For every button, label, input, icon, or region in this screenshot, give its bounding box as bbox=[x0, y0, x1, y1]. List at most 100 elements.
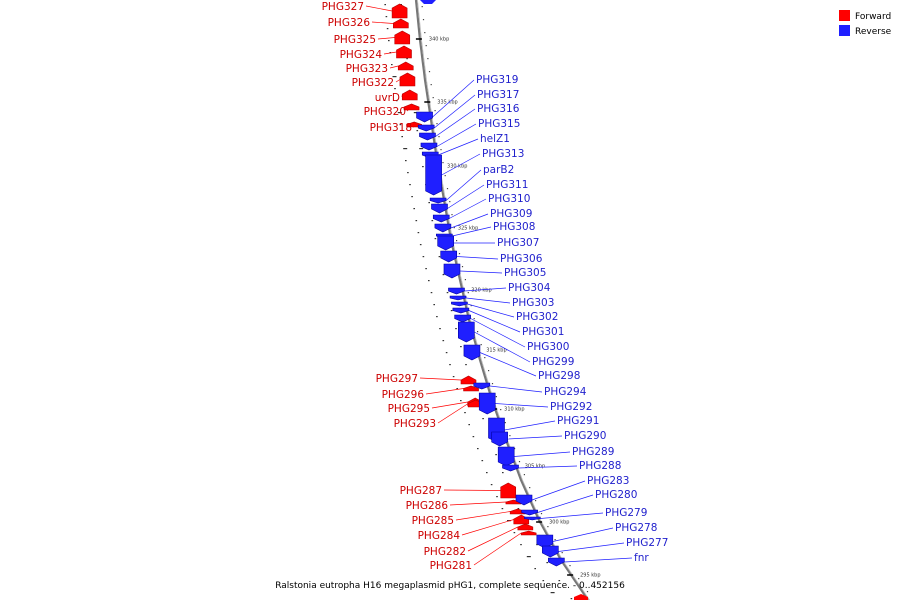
track-dot bbox=[425, 268, 427, 270]
map-caption: Ralstonia eutropha H16 megaplasmid pHG1,… bbox=[275, 581, 625, 591]
reverse-gene-label-phg278: PHG278 bbox=[615, 522, 657, 534]
reverse-gene-label-phg303: PHG303 bbox=[512, 297, 554, 309]
reverse-gene-label-phg280: PHG280 bbox=[595, 489, 637, 501]
reverse-gene-phg305 bbox=[443, 263, 461, 279]
reverse-leader bbox=[447, 184, 485, 209]
track-dot bbox=[439, 328, 441, 330]
track-dot bbox=[465, 364, 467, 366]
forward-gene-label-phg323: PHG323 bbox=[346, 63, 388, 75]
reverse-leader bbox=[459, 270, 503, 274]
track-dot bbox=[415, 220, 418, 222]
gene-labels: PHG327 PHG326 PHG325 PHG324 PHG323 PHG322 uvrD… bbox=[322, 1, 669, 572]
reverse-gene-phg316 bbox=[419, 132, 436, 141]
reverse-leader bbox=[489, 385, 543, 393]
forward-leader bbox=[443, 489, 501, 491]
reverse-gene-fnr bbox=[548, 557, 565, 567]
track-dot bbox=[495, 396, 497, 398]
reverse-gene-label-phg291: PHG291 bbox=[557, 415, 599, 427]
reverse-leader bbox=[552, 527, 614, 542]
track-dot bbox=[440, 149, 442, 151]
track-dot bbox=[518, 461, 521, 463]
reverse-leader bbox=[479, 352, 537, 377]
reverse-leader bbox=[467, 303, 515, 318]
forward-gene-phg324 bbox=[396, 45, 412, 59]
forward-gene-label-phg296: PHG296 bbox=[382, 389, 425, 401]
forward-gene-label-phg284: PHG284 bbox=[418, 530, 461, 542]
track-dot bbox=[425, 45, 427, 47]
reverse-gene-partial bbox=[420, 0, 436, 4]
legend: Forward Reverse bbox=[839, 10, 892, 37]
reverse-gene-label-phg277: PHG277 bbox=[626, 537, 668, 549]
reverse-leader bbox=[507, 435, 563, 440]
track-dot bbox=[468, 424, 470, 426]
forward-gene-phg325 bbox=[394, 30, 411, 45]
tick-label-320-kbp: 320 kbp bbox=[471, 288, 491, 294]
track-dot bbox=[558, 580, 561, 582]
forward-gene-label-phg286: PHG286 bbox=[406, 500, 449, 512]
reverse-gene-label-parb2: parB2 bbox=[483, 164, 514, 176]
track-dot bbox=[431, 220, 434, 222]
reverse-gene-phg289 bbox=[497, 446, 515, 467]
track-dot bbox=[385, 16, 388, 18]
track-dot bbox=[428, 202, 430, 204]
track-dot bbox=[490, 484, 493, 486]
track-dot bbox=[452, 376, 455, 378]
reverse-gene-phg288 bbox=[502, 464, 519, 472]
track-dot bbox=[482, 418, 484, 420]
track-dot bbox=[417, 232, 420, 234]
reverse-gene-label-helz1: helZ1 bbox=[480, 133, 510, 145]
reverse-leader bbox=[452, 226, 492, 237]
track-dot bbox=[442, 340, 445, 342]
forward-gene-phg326 bbox=[393, 18, 409, 29]
forward-gene-label-phg285: PHG285 bbox=[412, 515, 454, 527]
track-dot bbox=[449, 364, 451, 366]
reverse-gene-phg294 bbox=[473, 382, 491, 390]
track-dot bbox=[456, 388, 458, 390]
track-dot bbox=[446, 292, 449, 294]
track-dot bbox=[403, 148, 408, 150]
reverse-leader bbox=[537, 494, 594, 513]
reverse-gene-phg311 bbox=[431, 203, 448, 214]
track-dot bbox=[484, 357, 486, 359]
reverse-gene-phg304 bbox=[448, 287, 465, 295]
reverse-gene-label-phg308: PHG308 bbox=[493, 221, 535, 233]
track-dot bbox=[480, 344, 482, 346]
track-dot bbox=[523, 474, 525, 476]
track-dot bbox=[430, 292, 433, 294]
reverse-leader bbox=[435, 108, 476, 137]
reverse-leader bbox=[466, 297, 511, 304]
reverse-leader bbox=[445, 169, 482, 201]
reverse-leader bbox=[464, 287, 507, 292]
track-dot bbox=[495, 454, 497, 456]
legend-reverse-swatch bbox=[839, 25, 850, 36]
track-dot bbox=[450, 310, 453, 312]
track-dot bbox=[455, 328, 457, 330]
track-dot bbox=[388, 40, 390, 42]
reverse-gene-label-phg294: PHG294 bbox=[544, 386, 587, 398]
track-dot bbox=[444, 175, 446, 177]
track-dot bbox=[430, 84, 432, 86]
track-dot bbox=[392, 76, 397, 78]
leader-lines bbox=[365, 5, 633, 566]
track-dot bbox=[488, 370, 490, 372]
track-dot bbox=[416, 130, 419, 132]
reverse-gene-label-phg315: PHG315 bbox=[478, 118, 520, 130]
forward-gene-uvrd bbox=[401, 89, 418, 101]
reverse-gene-label-phg289: PHG289 bbox=[572, 446, 614, 458]
forward-gene-phg327 bbox=[391, 3, 408, 19]
track-dot bbox=[460, 346, 462, 348]
forward-leader bbox=[467, 526, 519, 552]
reverse-gene-label-phg310: PHG310 bbox=[488, 193, 530, 205]
forward-leader bbox=[431, 401, 468, 409]
track-dot bbox=[446, 188, 449, 190]
forward-gene-label-phg324: PHG324 bbox=[340, 49, 383, 61]
track-dot bbox=[520, 544, 522, 546]
reverse-gene-phg277 bbox=[542, 545, 559, 558]
track-dot bbox=[428, 280, 430, 282]
forward-leader bbox=[455, 511, 511, 521]
track-dot bbox=[513, 532, 516, 534]
reverse-leader bbox=[456, 256, 499, 260]
forward-leader bbox=[371, 21, 394, 24]
track-dot bbox=[514, 448, 516, 450]
track-dot bbox=[438, 136, 440, 138]
